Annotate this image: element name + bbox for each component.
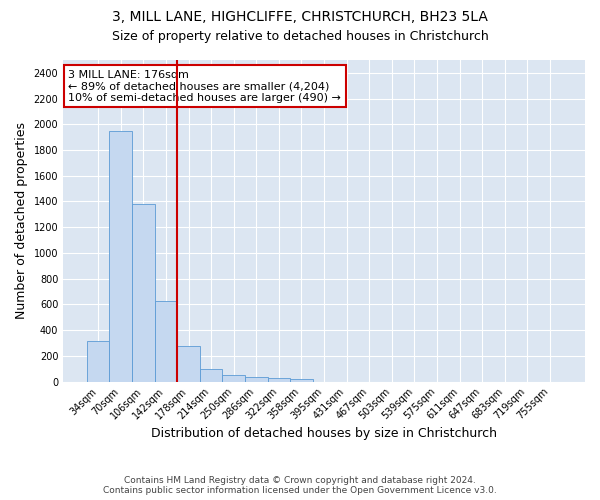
Text: Size of property relative to detached houses in Christchurch: Size of property relative to detached ho… <box>112 30 488 43</box>
Text: 3 MILL LANE: 176sqm
← 89% of detached houses are smaller (4,204)
10% of semi-det: 3 MILL LANE: 176sqm ← 89% of detached ho… <box>68 70 341 103</box>
Bar <box>223 375 245 382</box>
Y-axis label: Number of detached properties: Number of detached properties <box>15 122 28 320</box>
Text: 3, MILL LANE, HIGHCLIFFE, CHRISTCHURCH, BH23 5LA: 3, MILL LANE, HIGHCLIFFE, CHRISTCHURCH, … <box>112 10 488 24</box>
Bar <box>155 300 177 382</box>
Bar <box>245 377 268 382</box>
Bar <box>177 346 200 382</box>
Bar <box>200 368 223 382</box>
Bar <box>132 204 155 382</box>
Bar <box>268 378 290 382</box>
Text: Contains HM Land Registry data © Crown copyright and database right 2024.
Contai: Contains HM Land Registry data © Crown c… <box>103 476 497 495</box>
Bar <box>290 379 313 382</box>
Bar <box>87 341 109 382</box>
X-axis label: Distribution of detached houses by size in Christchurch: Distribution of detached houses by size … <box>151 427 497 440</box>
Bar <box>109 130 132 382</box>
